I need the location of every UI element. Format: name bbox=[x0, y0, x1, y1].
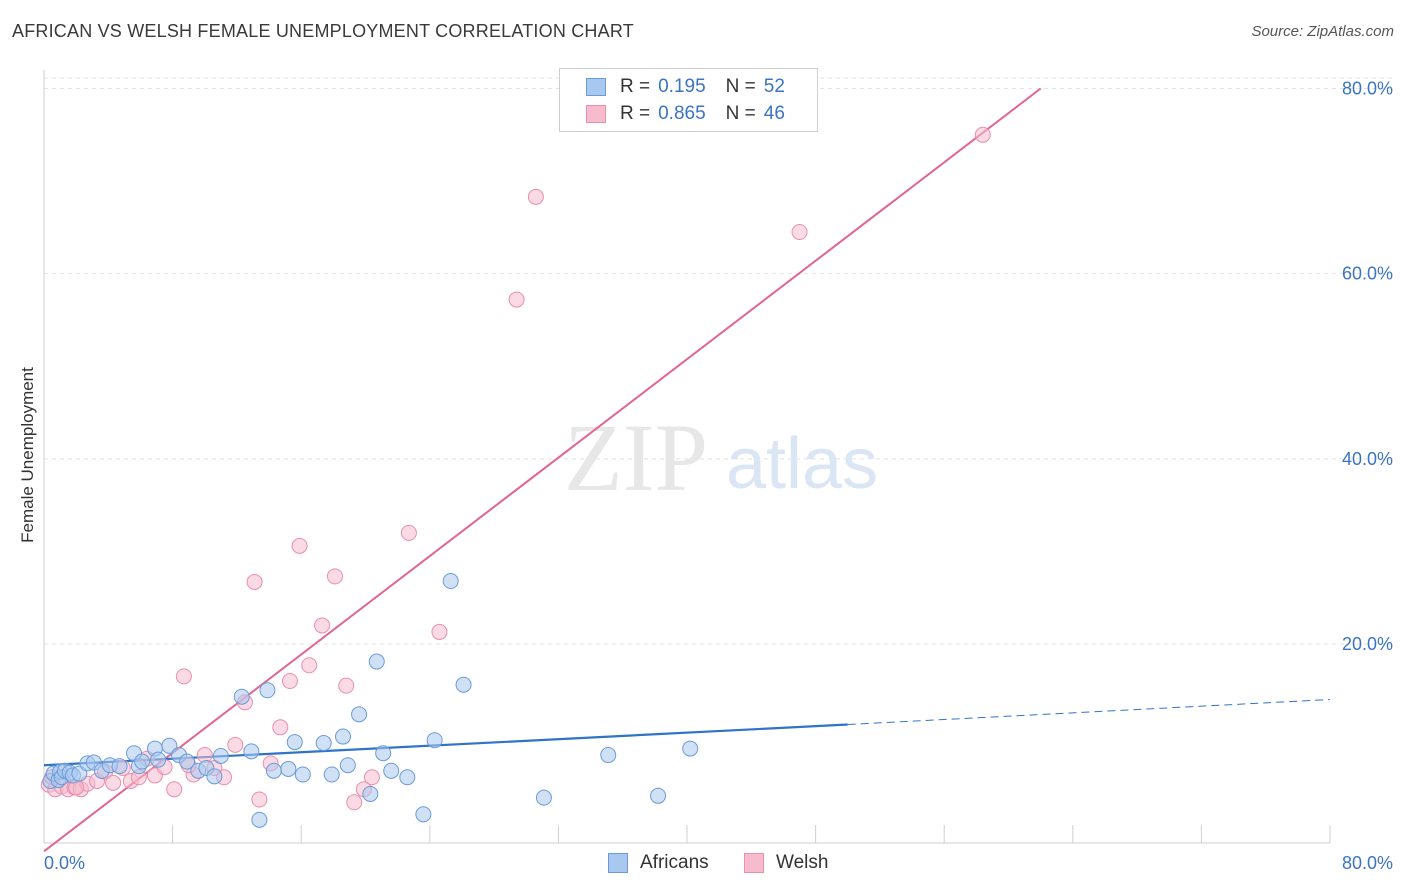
welsh-point bbox=[346, 794, 363, 811]
africans-point bbox=[351, 706, 368, 723]
africans-trend-extension bbox=[847, 699, 1331, 726]
y-axis-label: Female Unemployment bbox=[18, 367, 37, 543]
watermark-zip: ZIP bbox=[564, 404, 708, 511]
africans-point bbox=[243, 743, 260, 760]
africans-point bbox=[233, 688, 250, 705]
welsh-point bbox=[314, 617, 331, 634]
welsh-point bbox=[338, 677, 355, 694]
africans-point bbox=[682, 740, 699, 757]
africans-point bbox=[315, 735, 332, 752]
y-tick-label: 60.0% bbox=[1342, 264, 1393, 284]
legend-item-africans[interactable]: Africans bbox=[608, 852, 709, 874]
africans-point bbox=[259, 682, 276, 699]
points-layer bbox=[40, 126, 991, 828]
welsh-point bbox=[791, 224, 808, 241]
africans-point bbox=[383, 762, 400, 779]
welsh-point bbox=[508, 291, 525, 308]
africans-point bbox=[442, 573, 459, 590]
welsh-point bbox=[175, 668, 192, 685]
africans-point bbox=[206, 768, 223, 785]
watermark-atlas: atlas bbox=[726, 424, 878, 504]
africans-point bbox=[294, 766, 311, 783]
y-tick-label: 40.0% bbox=[1342, 449, 1393, 469]
watermark: ZIP atlas bbox=[564, 404, 878, 511]
chart-title: AFRICAN VS WELSH FEMALE UNEMPLOYMENT COR… bbox=[12, 21, 634, 41]
y-tick-label: 80.0% bbox=[1342, 79, 1393, 99]
africans-point bbox=[362, 785, 379, 802]
welsh-point bbox=[105, 774, 122, 791]
welsh-point bbox=[227, 736, 244, 753]
legend-n-label: N = bbox=[725, 103, 756, 124]
welsh-point bbox=[166, 781, 183, 798]
africans-swatch bbox=[586, 78, 606, 96]
legend-n-value: 52 bbox=[763, 76, 785, 97]
africans-point bbox=[286, 734, 303, 751]
africans-point bbox=[179, 753, 196, 770]
legend-africans-label: Africans bbox=[640, 852, 709, 873]
africans-point bbox=[280, 760, 297, 777]
x-tick-label: 80.0% bbox=[1342, 853, 1393, 873]
africans-point bbox=[535, 789, 552, 806]
series-legend: Africans Welsh bbox=[0, 852, 1406, 876]
welsh-point bbox=[974, 126, 991, 143]
africans-swatch bbox=[608, 853, 628, 873]
africans-point bbox=[251, 811, 268, 828]
welsh-point bbox=[363, 769, 380, 786]
legend-r-value: 0.195 bbox=[658, 76, 706, 97]
legend-welsh-label: Welsh bbox=[776, 852, 829, 873]
legend-item-welsh[interactable]: Welsh bbox=[744, 852, 828, 874]
welsh-point bbox=[527, 188, 544, 205]
stats-legend: R = 0.195 N = 52 R = 0.865 N = 46 bbox=[559, 68, 818, 132]
axes-layer bbox=[43, 70, 1331, 844]
welsh-trend-line bbox=[43, 87, 1042, 853]
welsh-point bbox=[272, 719, 289, 736]
legend-n-value: 46 bbox=[763, 103, 785, 124]
africans-point bbox=[334, 728, 351, 745]
welsh-point bbox=[246, 573, 263, 590]
africans-point bbox=[368, 653, 385, 670]
tick-labels: 20.0% 40.0% 60.0% 80.0% 0.0% 80.0% bbox=[44, 79, 1393, 873]
africans-point bbox=[134, 753, 151, 770]
legend-r-value: 0.865 bbox=[658, 103, 706, 124]
legend-r-label: R = bbox=[620, 76, 651, 97]
legend-n-label: N = bbox=[725, 76, 756, 97]
africans-point bbox=[150, 751, 167, 768]
africans-point bbox=[600, 747, 617, 764]
welsh-point bbox=[291, 537, 308, 554]
africans-point bbox=[212, 747, 229, 764]
africans-point bbox=[415, 806, 432, 823]
welsh-swatch bbox=[744, 853, 764, 873]
africans-point bbox=[111, 758, 128, 775]
legend-row-welsh: R = 0.865 N = 46 bbox=[586, 103, 785, 125]
africans-point bbox=[161, 737, 178, 754]
source-label: Source: ZipAtlas.com bbox=[1251, 23, 1394, 40]
y-tick-label: 20.0% bbox=[1342, 634, 1393, 654]
africans-point bbox=[455, 676, 472, 693]
welsh-swatch bbox=[586, 105, 606, 123]
grid-layer bbox=[44, 77, 1392, 645]
welsh-point bbox=[431, 623, 448, 640]
africans-point bbox=[426, 732, 443, 749]
africans-point bbox=[399, 769, 416, 786]
legend-row-africans: R = 0.195 N = 52 bbox=[586, 76, 785, 98]
africans-point bbox=[375, 745, 392, 762]
welsh-point bbox=[400, 524, 417, 541]
africans-point bbox=[650, 787, 667, 804]
welsh-point bbox=[301, 657, 318, 674]
welsh-point bbox=[326, 568, 343, 585]
x-tick-label: 0.0% bbox=[44, 853, 85, 873]
legend-r-label: R = bbox=[620, 103, 651, 124]
africans-point bbox=[339, 757, 356, 774]
welsh-point bbox=[251, 791, 268, 808]
africans-point bbox=[323, 766, 340, 783]
africans-point bbox=[265, 762, 282, 779]
welsh-point bbox=[281, 672, 298, 689]
